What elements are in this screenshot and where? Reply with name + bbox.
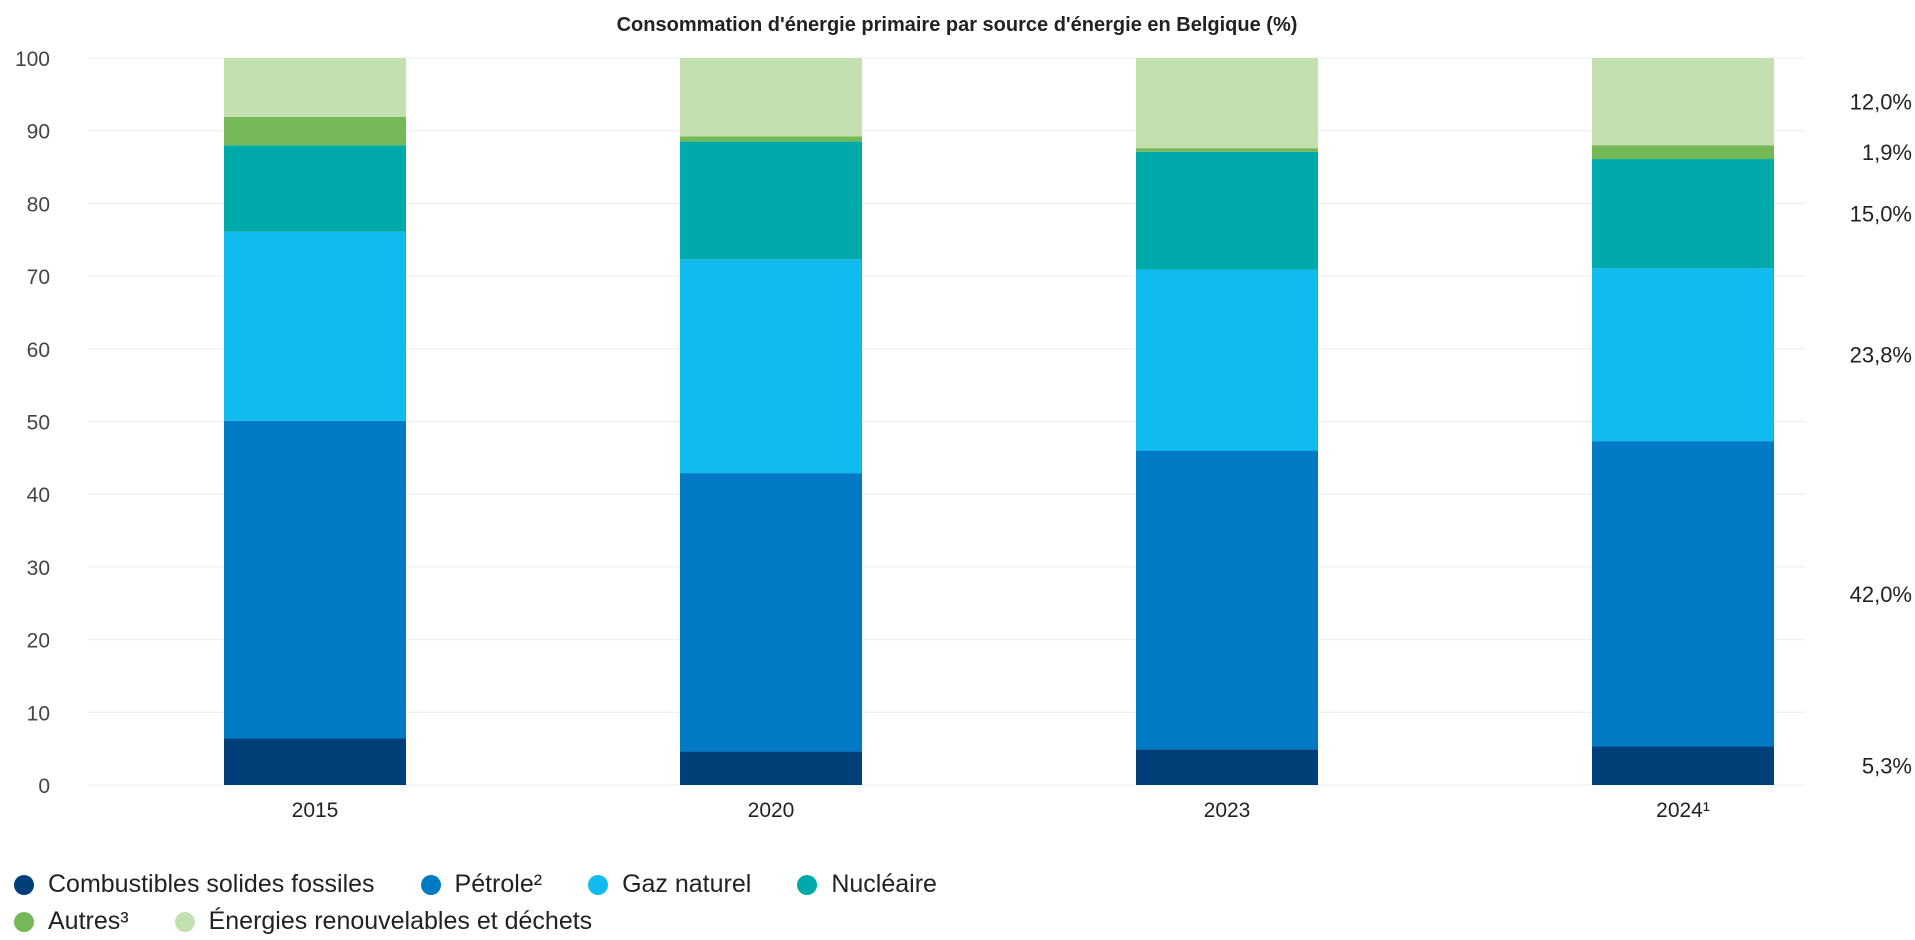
- y-tick-label: 80: [27, 193, 50, 216]
- legend-label: Combustibles solides fossiles: [48, 870, 375, 898]
- legend-item-gaz-naturel[interactable]: Gaz naturel: [588, 870, 751, 899]
- bar-segment[interactable]: [1592, 746, 1774, 785]
- bar-segment[interactable]: [1136, 450, 1318, 750]
- bar-segment[interactable]: [1136, 269, 1318, 451]
- bar-segment[interactable]: [224, 116, 406, 146]
- legend: Combustibles solides fossiles Pétrole² G…: [14, 866, 1214, 940]
- legend-row: Combustibles solides fossiles Pétrole² G…: [14, 866, 1214, 903]
- legend-label: Autres³: [48, 907, 129, 935]
- bar-segment[interactable]: [680, 141, 862, 260]
- legend-dot-icon: [14, 911, 34, 932]
- legend-item-combustibles[interactable]: Combustibles solides fossiles: [14, 870, 375, 899]
- chart: Consommation d'énergie primaire par sour…: [15, 14, 1912, 822]
- bar-segment[interactable]: [1592, 58, 1774, 146]
- y-axis-ticks: 0 10 20 30 40 50 60 70 80 90 100: [15, 48, 50, 798]
- y-tick-label: 0: [38, 775, 50, 798]
- y-tick-label: 30: [27, 557, 50, 580]
- bar-segment[interactable]: [680, 58, 862, 137]
- bar-segment[interactable]: [224, 738, 406, 785]
- legend-item-renouvelables[interactable]: Énergies renouvelables et déchets: [174, 907, 593, 936]
- bar-segment[interactable]: [1136, 148, 1318, 152]
- legend-label: Pétrole²: [454, 870, 543, 898]
- legend-dot-icon: [588, 874, 609, 895]
- y-tick-label: 20: [27, 630, 50, 653]
- data-label: 42,0%: [1850, 582, 1912, 607]
- bar-segment[interactable]: [1136, 749, 1318, 785]
- chart-title: Consommation d'énergie primaire par sour…: [617, 14, 1298, 36]
- bar-segment[interactable]: [680, 473, 862, 752]
- y-tick-label: 70: [27, 266, 50, 289]
- data-labels: 5,3% 42,0% 23,8% 15,0% 1,9% 12,0%: [1850, 90, 1912, 779]
- y-tick-label: 40: [27, 484, 50, 507]
- legend-item-nucleaire[interactable]: Nucléaire: [797, 870, 937, 899]
- x-tick-label: 2024¹: [1656, 799, 1710, 822]
- legend-label: Énergies renouvelables et déchets: [208, 907, 593, 935]
- legend-label: Nucléaire: [831, 870, 937, 898]
- bar-segment[interactable]: [1592, 145, 1774, 160]
- x-tick-label: 2015: [292, 799, 339, 822]
- legend-dot-icon: [14, 874, 34, 895]
- x-axis-ticks: 2015 2020 2023 2024¹: [292, 799, 1710, 822]
- y-tick-label: 10: [27, 702, 50, 725]
- legend-dot-icon: [420, 874, 441, 895]
- bar-segment[interactable]: [1136, 151, 1318, 270]
- bar-segment[interactable]: [680, 751, 862, 785]
- y-tick-label: 100: [15, 48, 50, 71]
- data-label: 12,0%: [1850, 90, 1912, 115]
- bar-segment[interactable]: [680, 136, 862, 142]
- bar-segment[interactable]: [1136, 58, 1318, 149]
- bar-segment[interactable]: [1592, 441, 1774, 747]
- bar-segment[interactable]: [1592, 268, 1774, 442]
- bar-segment[interactable]: [224, 145, 406, 232]
- data-label: 1,9%: [1862, 140, 1912, 165]
- x-tick-label: 2020: [748, 799, 795, 822]
- x-tick-label: 2023: [1204, 799, 1251, 822]
- data-label: 15,0%: [1850, 202, 1912, 227]
- y-tick-label: 50: [27, 412, 50, 435]
- y-tick-label: 90: [27, 121, 50, 144]
- legend-item-autres[interactable]: Autres³: [14, 907, 129, 936]
- bar-segment[interactable]: [680, 259, 862, 474]
- bar-stacks: [224, 58, 1774, 785]
- bar-segment[interactable]: [224, 58, 406, 117]
- legend-item-petrole[interactable]: Pétrole²: [420, 870, 543, 899]
- legend-dot-icon: [174, 911, 195, 932]
- y-tick-label: 60: [27, 339, 50, 362]
- bar-segment[interactable]: [224, 231, 406, 421]
- bar-segment[interactable]: [1592, 159, 1774, 269]
- legend-dot-icon: [797, 874, 818, 895]
- legend-label: Gaz naturel: [622, 870, 752, 898]
- data-label: 5,3%: [1862, 754, 1912, 779]
- data-label: 23,8%: [1850, 343, 1912, 368]
- legend-row: Autres³ Énergies renouvelables et déchet…: [14, 903, 1214, 940]
- bar-segment[interactable]: [224, 420, 406, 739]
